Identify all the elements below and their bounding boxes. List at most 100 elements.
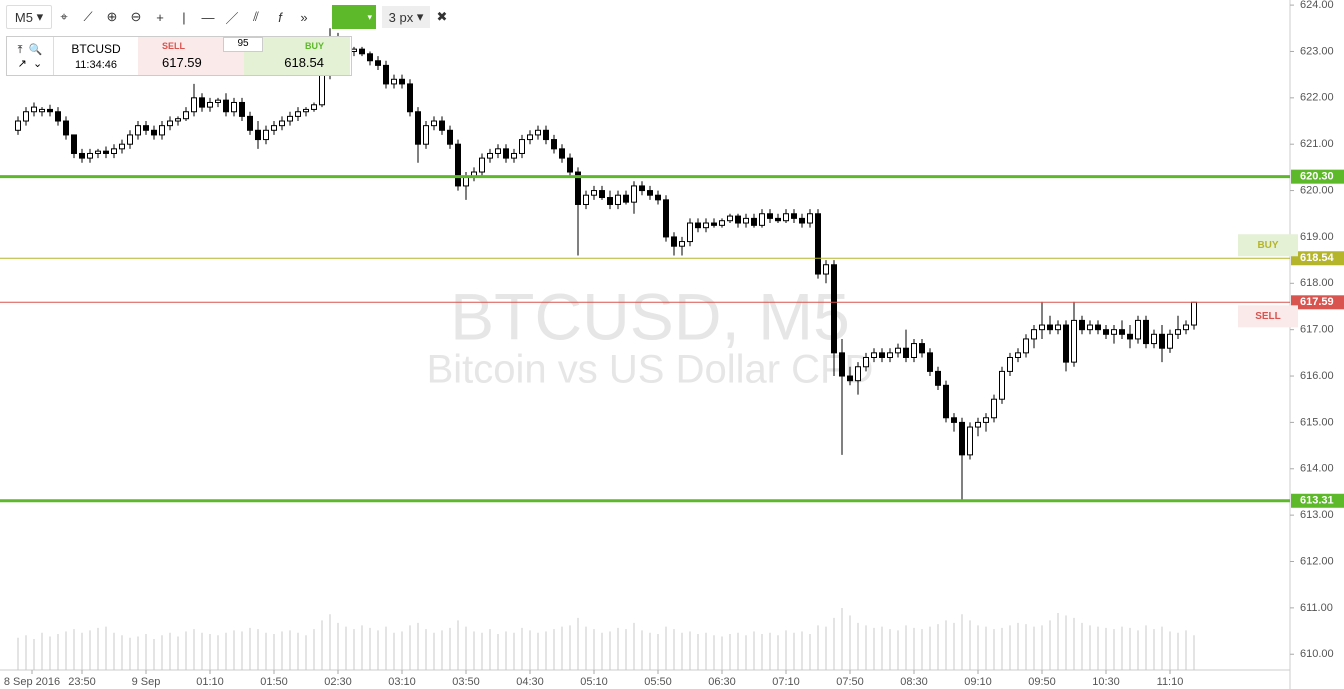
candle-body (1095, 324, 1101, 331)
candle-body (615, 194, 621, 205)
color-picker[interactable]: ▾ (332, 5, 376, 29)
tool-trend[interactable]: ／ (225, 10, 239, 26)
candle-body (23, 111, 29, 122)
tool-fib[interactable]: f (278, 9, 282, 25)
candle-body (727, 215, 733, 222)
candle-body (487, 152, 493, 159)
candle-body (591, 190, 597, 196)
level-badge (1291, 295, 1344, 310)
candle-body (655, 194, 661, 201)
candle-body (943, 384, 949, 419)
candle-body (231, 101, 237, 113)
level-tag (1238, 305, 1298, 328)
candle-body (991, 398, 997, 419)
candle-body (999, 370, 1005, 400)
candle-body (447, 129, 453, 145)
tool-zoom-out[interactable]: ⊖ (130, 9, 142, 24)
spread: 95 (223, 37, 263, 52)
tool-more[interactable]: » (300, 9, 308, 25)
candle-body (423, 125, 429, 145)
candle-body (239, 101, 245, 117)
candle-body (1071, 319, 1077, 363)
line-width: 3 px (388, 9, 414, 25)
tool-hline[interactable]: — (201, 9, 215, 25)
candle-body (775, 217, 781, 222)
candle-body (631, 185, 637, 203)
candle-body (551, 139, 557, 150)
candle-body (1135, 319, 1141, 340)
candle-body (1023, 338, 1029, 354)
candle-body (623, 194, 629, 203)
tool-channel[interactable]: ⫽ (253, 9, 259, 24)
candle-body (671, 236, 677, 247)
candle-body (527, 134, 533, 141)
width-select[interactable]: 3 px ▾ (382, 6, 430, 28)
panel-icons[interactable]: ⤒ 🔍 ↗ ⌄ (17, 43, 43, 70)
candle-body (159, 125, 165, 136)
x-tick-label: 23:50 (68, 676, 96, 688)
y-tick-label: 617.00 (1300, 324, 1334, 336)
x-tick-label: 01:50 (260, 676, 288, 688)
candle-body (367, 53, 373, 62)
candle-body (271, 125, 277, 131)
candle-body (719, 220, 725, 226)
level-label: 617.59 (1300, 296, 1334, 308)
candle-body (711, 222, 717, 226)
candle-body (199, 97, 205, 108)
x-tick-label: 07:10 (772, 676, 800, 688)
y-tick-label: 610.00 (1300, 648, 1334, 660)
x-tick-label: 02:30 (324, 676, 352, 688)
candle-body (391, 78, 397, 85)
candle-body (879, 352, 885, 358)
candle-body (983, 417, 989, 423)
candle-body (895, 347, 901, 354)
timeframe-select[interactable]: M5 ▾ (6, 5, 52, 29)
candle-body (903, 347, 909, 358)
candle-body (647, 190, 653, 196)
tool-cross[interactable]: + (156, 9, 164, 25)
candle-body (247, 115, 253, 131)
candle-body (1167, 333, 1173, 349)
x-tick-label: 06:30 (708, 676, 736, 688)
candle-body (399, 78, 405, 85)
candle-body (1079, 319, 1085, 331)
tool-zoom-in[interactable]: ⊕ (106, 9, 118, 24)
candle-body (815, 213, 821, 275)
x-tick-label: 03:50 (452, 676, 480, 688)
x-tick-label: 8 Sep 2016 (4, 676, 60, 688)
candle-body (223, 99, 229, 113)
tool-crosshair[interactable]: ⌖ (60, 9, 68, 24)
tool-vline[interactable]: | (182, 9, 186, 25)
candle-body (863, 356, 869, 368)
close-button[interactable]: ✖ (436, 9, 448, 24)
candle-body (847, 375, 853, 382)
candle-body (583, 194, 589, 205)
candle-body (263, 129, 269, 141)
candle-body (47, 108, 53, 113)
candle-body (607, 197, 613, 205)
candle-body (1039, 324, 1045, 331)
candle-body (151, 129, 157, 136)
candle-body (207, 101, 213, 108)
candle-body (695, 222, 701, 229)
x-tick-label: 01:10 (196, 676, 224, 688)
candle-body (639, 185, 645, 192)
watermark-subtitle: Bitcoin vs US Dollar CFD (427, 348, 874, 392)
candle-body (911, 343, 917, 358)
time: 11:34:46 (74, 58, 117, 71)
symbol-cell: BTCUSD 11:34:46 (53, 37, 138, 75)
level-tag-label: BUY (1257, 240, 1278, 251)
candle-body (767, 213, 773, 219)
candle-body (295, 111, 301, 117)
tool-indicator[interactable]: ⟋ (83, 9, 93, 24)
x-tick-label: 04:30 (516, 676, 544, 688)
candle-body (687, 222, 693, 243)
candle-body (31, 106, 37, 113)
candle-body (599, 190, 605, 199)
candle-body (1127, 333, 1133, 340)
candle-body (1087, 324, 1093, 331)
candle-body (415, 111, 421, 145)
x-tick-label: 9 Sep (132, 676, 161, 688)
candle-body (455, 143, 461, 187)
